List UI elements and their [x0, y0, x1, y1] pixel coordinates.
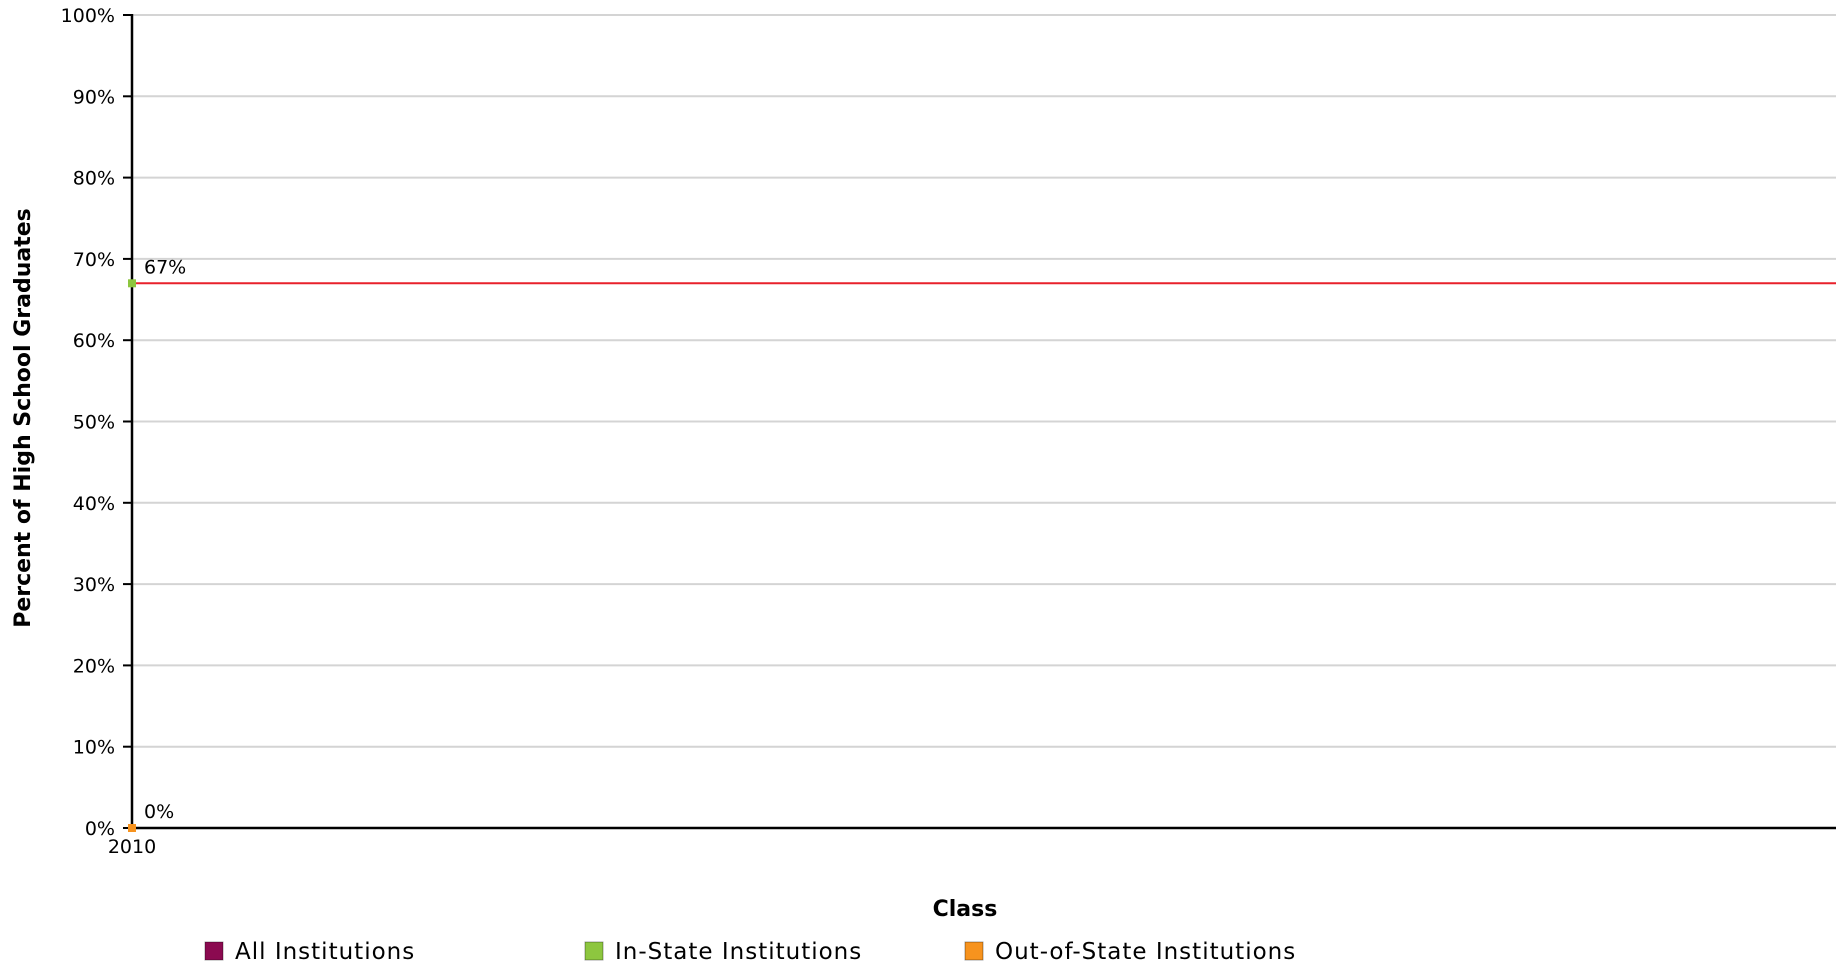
x-tick-label: 2010	[108, 836, 156, 858]
data-points	[128, 279, 136, 832]
x-axis-title: Class	[933, 897, 998, 922]
y-tick-label: 100%	[61, 5, 115, 27]
legend-item: All Institutions	[204, 939, 415, 964]
legend-swatch	[584, 941, 604, 961]
legend-swatch	[964, 941, 984, 961]
data-point	[128, 824, 136, 832]
y-tick-label: 50%	[73, 412, 115, 434]
y-tick-label: 70%	[73, 249, 115, 271]
data-label: 67%	[144, 256, 186, 278]
y-tick-label: 60%	[73, 330, 115, 352]
y-tick-label: 40%	[73, 493, 115, 515]
y-tick-label: 80%	[73, 168, 115, 190]
legend-item: Out-of-State Institutions	[964, 939, 1296, 964]
legend-label: In-State Institutions	[615, 939, 862, 964]
legend-label: All Institutions	[235, 939, 415, 964]
data-point	[128, 279, 136, 288]
legend: All Institutions In-State Institutions Out…	[204, 939, 1296, 964]
data-labels: 67% 0%	[144, 256, 186, 823]
y-tick-label: 20%	[73, 655, 115, 677]
axes	[130, 14, 1836, 830]
data-label: 0%	[144, 801, 174, 823]
y-axis-title: Percent of High School Graduates	[11, 208, 36, 628]
legend-item: In-State Institutions	[584, 939, 862, 964]
y-tick-label: 0%	[85, 818, 115, 840]
y-tick-labels: 0% 10% 20% 30% 40% 50% 60% 70% 80% 90% 100%	[61, 5, 115, 840]
y-tick-label: 30%	[73, 574, 115, 596]
legend-swatch	[204, 941, 224, 961]
legend-label: Out-of-State Institutions	[995, 939, 1296, 964]
y-tick-label: 10%	[73, 737, 115, 759]
gridlines	[123, 14, 1836, 829]
y-tick-label: 90%	[73, 86, 115, 108]
x-tick-labels: 2010	[108, 836, 156, 858]
